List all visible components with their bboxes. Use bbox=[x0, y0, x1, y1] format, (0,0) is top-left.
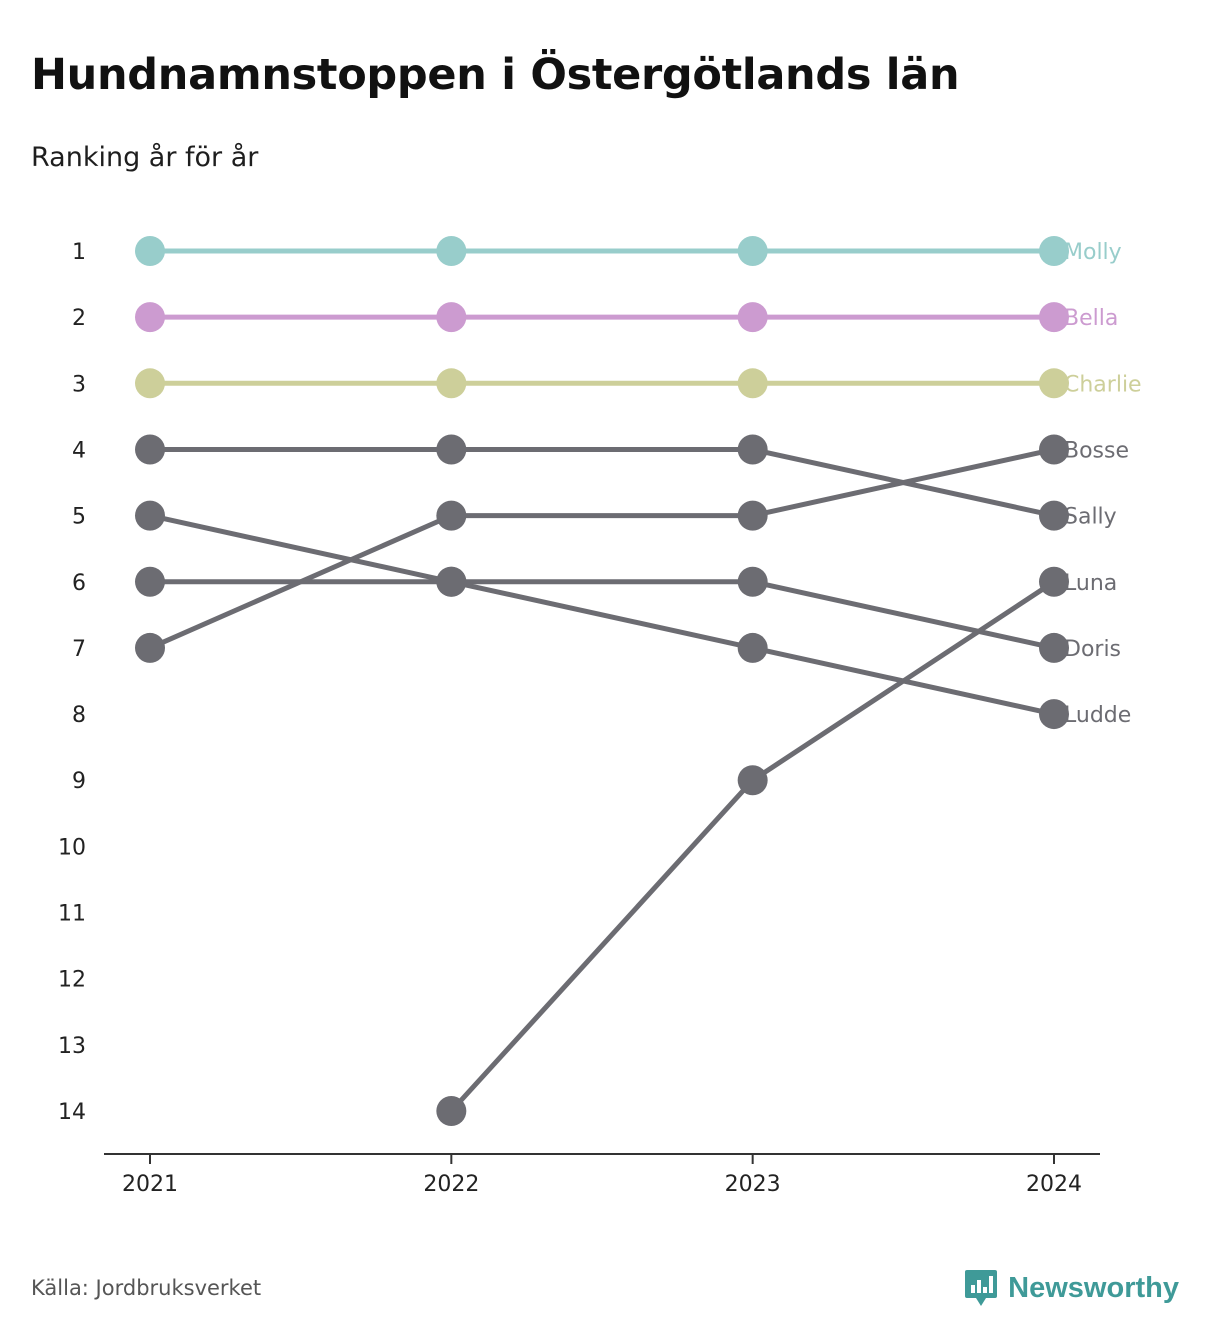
point-charlie-2023 bbox=[737, 368, 768, 399]
y-tick-label: 10 bbox=[58, 835, 86, 860]
point-bosse-2024 bbox=[1039, 434, 1069, 465]
point-bella-2024 bbox=[1039, 302, 1069, 333]
series-label-bosse: Bosse bbox=[1064, 438, 1129, 463]
series-label-luna: Luna bbox=[1064, 571, 1117, 596]
y-tick-label: 1 bbox=[72, 240, 86, 265]
series-lines bbox=[147, 248, 1057, 1114]
y-tick-label: 8 bbox=[72, 703, 86, 728]
series-line-bosse bbox=[147, 446, 1057, 651]
brand-name: Newsworthy bbox=[1008, 1271, 1179, 1304]
point-molly-2021 bbox=[135, 236, 165, 266]
point-sally-2024 bbox=[1039, 500, 1069, 531]
series-label-doris: Doris bbox=[1064, 637, 1121, 662]
y-tick-label: 7 bbox=[72, 637, 86, 662]
chart-title: Hundnamnstoppen i Östergötlands län bbox=[31, 50, 960, 100]
point-sally-2023 bbox=[737, 434, 768, 465]
y-tick-label: 2 bbox=[72, 306, 86, 331]
series-label-sally: Sally bbox=[1064, 505, 1117, 530]
x-tick-label: 2022 bbox=[423, 1172, 479, 1197]
point-molly-2024 bbox=[1039, 236, 1069, 266]
y-tick-label: 3 bbox=[72, 372, 86, 397]
series-line-ludde bbox=[147, 513, 1057, 717]
series-label-molly: Molly bbox=[1064, 240, 1122, 265]
point-charlie-2024 bbox=[1039, 368, 1069, 399]
point-bosse-2022 bbox=[436, 500, 467, 531]
point-doris-2024 bbox=[1039, 632, 1069, 663]
point-ludde-2024 bbox=[1039, 699, 1069, 730]
point-bella-2023 bbox=[737, 302, 768, 333]
brand-logo: Newsworthy bbox=[964, 1268, 1179, 1308]
series-label-ludde: Ludde bbox=[1064, 703, 1131, 728]
point-charlie-2021 bbox=[135, 368, 165, 399]
source-note: Källa: Jordbruksverket bbox=[31, 1276, 262, 1300]
point-sally-2022 bbox=[436, 434, 467, 465]
point-ludde-2021 bbox=[135, 500, 165, 531]
y-tick-label: 9 bbox=[72, 769, 86, 794]
x-tick-label: 2023 bbox=[725, 1172, 781, 1197]
point-molly-2022 bbox=[436, 236, 467, 266]
point-sally-2021 bbox=[135, 434, 165, 465]
point-bosse-2021 bbox=[135, 632, 165, 663]
point-doris-2021 bbox=[135, 566, 165, 597]
point-luna-2022 bbox=[436, 1096, 467, 1126]
point-luna-2024 bbox=[1039, 566, 1069, 597]
y-tick-label: 6 bbox=[72, 571, 86, 596]
point-charlie-2022 bbox=[436, 368, 467, 399]
point-bella-2022 bbox=[436, 302, 467, 333]
y-tick-label: 5 bbox=[72, 505, 86, 530]
y-tick-label: 11 bbox=[58, 902, 86, 927]
x-tick-label: 2021 bbox=[122, 1172, 178, 1197]
x-axis-ticks: 2021 2022 2023 2024 bbox=[122, 1154, 1082, 1197]
y-tick-label: 14 bbox=[58, 1100, 86, 1125]
point-bosse-2023 bbox=[737, 500, 768, 531]
y-tick-label: 13 bbox=[58, 1034, 86, 1059]
point-bella-2021 bbox=[135, 302, 165, 333]
x-tick-label: 2024 bbox=[1026, 1172, 1082, 1197]
chart-subtitle: Ranking år för år bbox=[31, 142, 259, 173]
newsworthy-logo-icon bbox=[965, 1270, 998, 1306]
series-points bbox=[135, 236, 1069, 1126]
series-labels: Molly Bella Charlie Bosse Sally Luna Doris Ludd… bbox=[1064, 240, 1142, 728]
point-ludde-2023 bbox=[737, 632, 768, 663]
point-molly-2023 bbox=[737, 236, 768, 266]
point-luna-2023 bbox=[737, 765, 768, 796]
y-tick-label: 12 bbox=[58, 968, 86, 993]
point-doris-2022 bbox=[436, 566, 467, 597]
y-tick-label: 4 bbox=[72, 438, 86, 463]
series-line-sally bbox=[147, 446, 1057, 519]
series-label-charlie: Charlie bbox=[1064, 372, 1142, 397]
series-label-bella: Bella bbox=[1064, 306, 1118, 331]
point-doris-2023 bbox=[737, 566, 768, 597]
